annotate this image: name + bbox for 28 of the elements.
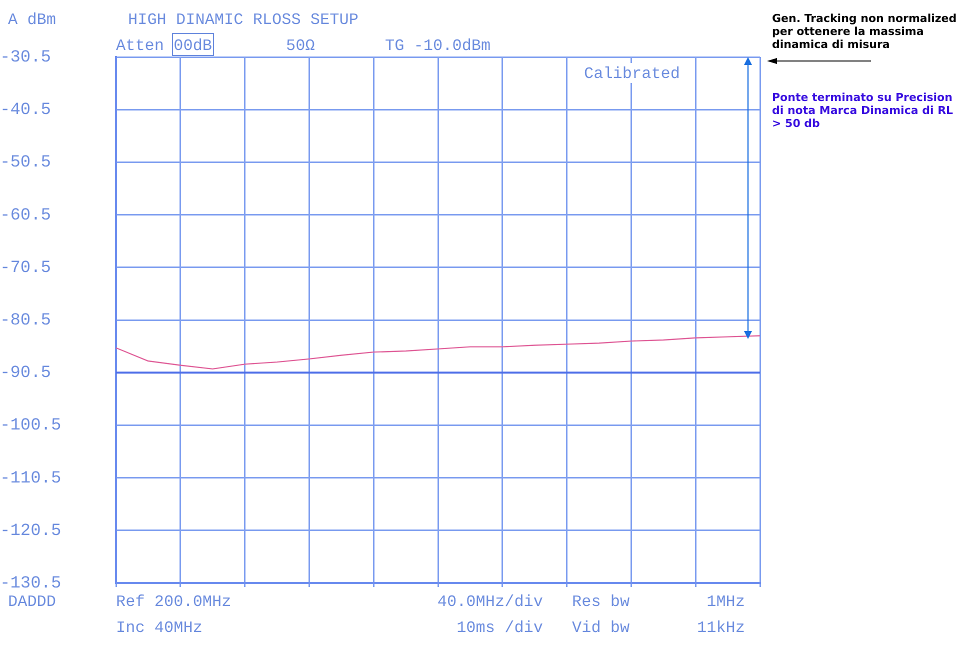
text: TG -10.0dBm [385,37,491,55]
y-tick-label: -50.5 [0,154,52,173]
text: Res bw [572,593,630,611]
y-tick-label: -60.5 [0,206,52,226]
y-tick-label: -70.5 [0,258,52,278]
text: Atten 00dB [116,37,212,55]
text: 1MHz [706,593,745,611]
y-tick-label: -30.5 [0,48,52,68]
text: 40.0MHz/div [437,593,544,611]
y-tick-label: -40.5 [0,101,52,120]
text: Ref 200.0MHz [116,593,232,611]
text: 50Ω [286,37,316,55]
y-tick-label: -100.5 [0,416,62,436]
annotation: Calibrated [584,65,680,83]
y-axis-title: A dBm [8,11,56,29]
text: 11kHz [696,619,745,637]
text: Vid bw [572,619,630,637]
y-tick-label: -80.5 [0,312,52,330]
y-tick-label: -90.5 [0,364,52,384]
text: Ponte terminato su Precision di nota Marca Dinamica di RL > 50 db [772,91,954,130]
text: DADDD [8,593,56,611]
y-tick-label: -110.5 [0,469,62,488]
text: Gen. Tracking non normalized per ottenere la massima dinamica di misura [772,12,957,51]
text: Inc 40MHz [116,619,202,637]
chart-title: HIGH DINAMIC RLOSS SETUP [128,11,358,29]
y-tick-label: -130.5 [0,574,62,594]
y-tick-label: -120.5 [0,522,62,541]
text: 10ms /div [456,619,544,637]
